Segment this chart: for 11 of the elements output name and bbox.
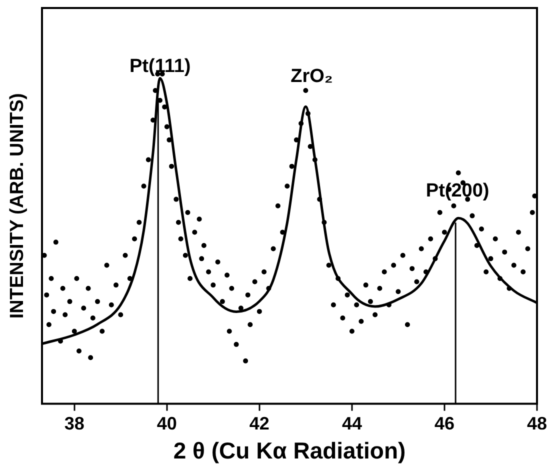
x-tick-label: 42 xyxy=(249,414,270,434)
x-axis-title: 2 θ (Cu Kα Radiation) xyxy=(173,438,406,464)
x-tick-label: 40 xyxy=(156,414,177,434)
x-tick-label: 44 xyxy=(342,414,362,434)
x-tick-label: 38 xyxy=(64,414,84,434)
annotation: ZrO₂ xyxy=(290,66,333,88)
ref-line-label: Pt(200) xyxy=(426,180,490,202)
x-tick-label: 48 xyxy=(526,414,548,434)
y-axis-title: INTENSITY (ARB. UNITS) xyxy=(7,93,28,319)
x-tick-label: 46 xyxy=(434,414,454,434)
ref-line-label: Pt(111) xyxy=(129,56,191,77)
